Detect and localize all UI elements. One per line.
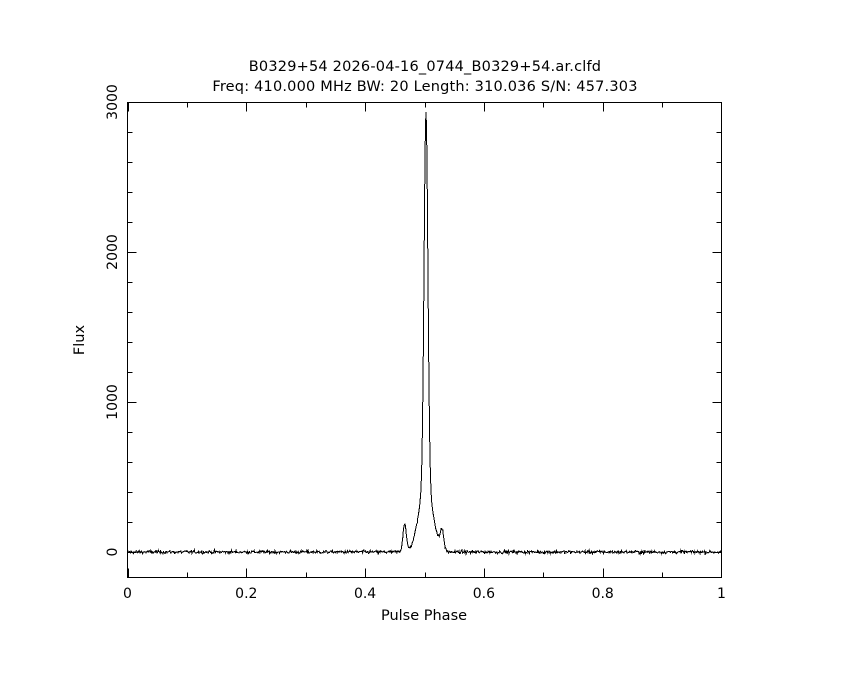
- x-tick-label: 1: [717, 586, 726, 602]
- chart-subtitle: Freq: 410.000 MHz BW: 20 Length: 310.036…: [212, 79, 638, 95]
- y-tick-label: 3000: [105, 84, 121, 120]
- y-tick-label: 2000: [105, 234, 121, 270]
- y-tick-label: 1000: [105, 384, 121, 420]
- x-tick-label: 0.8: [592, 586, 614, 602]
- pulse-profile-line: [127, 112, 722, 557]
- x-tick-label: 0.2: [235, 586, 257, 602]
- x-tick-label: 0: [123, 586, 132, 602]
- plot-frame: [127, 102, 722, 578]
- chart-title: B0329+54 2026-04-16_0744_B0329+54.ar.clf…: [248, 59, 602, 75]
- y-axis-label: Flux: [72, 325, 88, 356]
- tick-labels: 0 0.2 0.4 0.6 0.8 1 0 1000 2000 3000: [105, 84, 726, 602]
- x-axis-label: Pulse Phase: [381, 608, 467, 624]
- x-tick-label: 0.6: [473, 586, 495, 602]
- y-tick-label: 0: [105, 548, 121, 557]
- x-tick-label: 0.4: [354, 586, 376, 602]
